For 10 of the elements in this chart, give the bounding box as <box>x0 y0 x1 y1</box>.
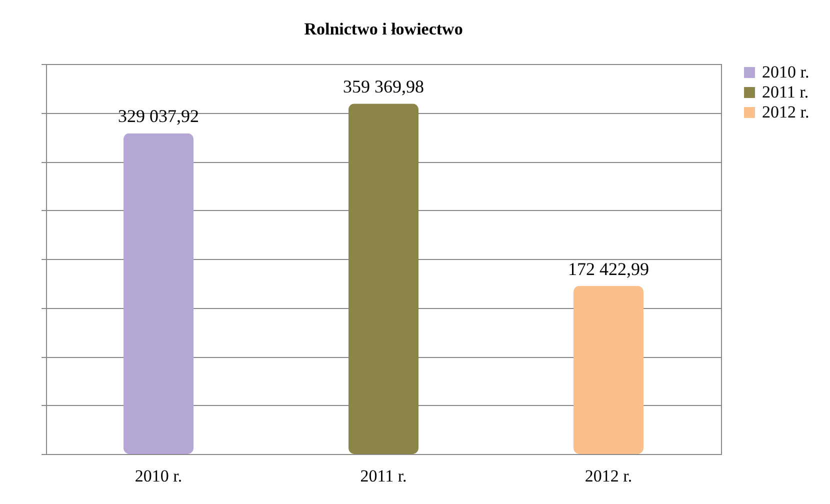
x-tick-label: 2010 r. <box>134 466 182 486</box>
x-tick-label: 2011 r. <box>360 466 407 486</box>
x-tick-label: 2012 r. <box>584 466 632 486</box>
legend-label: 2010 r. <box>762 62 810 82</box>
data-label: 359 369,98 <box>343 76 424 97</box>
legend-label: 2011 r. <box>762 82 809 102</box>
data-label: 329 037,92 <box>118 106 199 126</box>
legend-label: 2012 r. <box>762 102 810 122</box>
data-label: 172 422,99 <box>568 258 649 279</box>
chart-title: Rolnictwo i łowiectwo <box>304 20 463 38</box>
